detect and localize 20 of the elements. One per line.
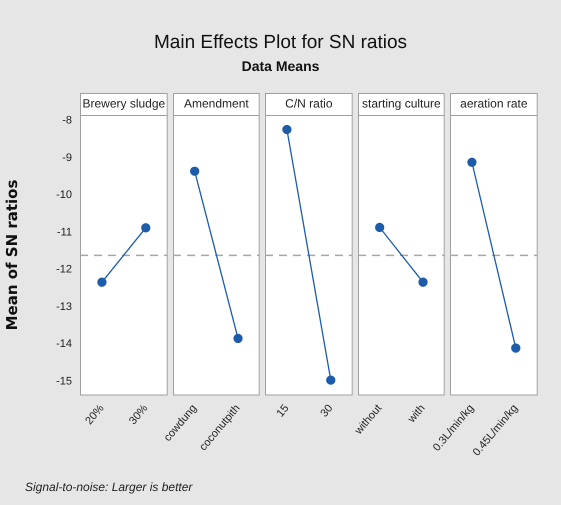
y-tick-label: -15 bbox=[56, 375, 72, 388]
chart-title: Brewery sludge bbox=[82, 96, 166, 110]
chart-title: aeration rate bbox=[460, 96, 528, 110]
y-tick-label: -10 bbox=[56, 189, 72, 202]
chart-title: starting culture bbox=[362, 96, 442, 110]
y-tick-label: -9 bbox=[62, 152, 72, 164]
y-tick-label: -14 bbox=[56, 338, 72, 350]
x-tick-label: 30 bbox=[318, 402, 336, 420]
y-axis-title: Mean of SN ratios bbox=[2, 180, 21, 330]
y-tick-label: -13 bbox=[56, 300, 72, 313]
text: Data Means bbox=[240, 58, 320, 74]
y-tick-label: -12 bbox=[56, 264, 72, 276]
text: Signal-to-noise: Larger is better bbox=[25, 480, 192, 494]
x-tick-label: with bbox=[405, 402, 428, 426]
text: Main Effects Plot for SN ratios bbox=[152, 32, 408, 54]
y-tick-label: -11 bbox=[56, 226, 72, 238]
chart-title: C/N ratio bbox=[285, 96, 333, 110]
chart-title: Amendment bbox=[184, 96, 250, 110]
x-tick-label: 15 bbox=[274, 402, 292, 420]
y-tick-label: -8 bbox=[62, 114, 72, 127]
